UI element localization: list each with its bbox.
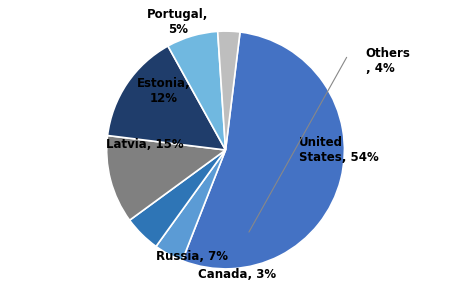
Text: Latvia, 15%: Latvia, 15% bbox=[106, 138, 183, 151]
Wedge shape bbox=[218, 31, 240, 150]
Text: Portugal,
5%: Portugal, 5% bbox=[147, 8, 209, 36]
Wedge shape bbox=[107, 46, 225, 150]
Wedge shape bbox=[156, 150, 225, 261]
Text: Canada, 3%: Canada, 3% bbox=[198, 268, 276, 281]
Wedge shape bbox=[182, 32, 344, 269]
Wedge shape bbox=[130, 150, 225, 246]
Text: Estonia,
12%: Estonia, 12% bbox=[137, 76, 191, 105]
Wedge shape bbox=[168, 32, 225, 150]
Text: Russia, 7%: Russia, 7% bbox=[156, 250, 228, 263]
Text: Others
, 4%: Others , 4% bbox=[366, 47, 411, 75]
Wedge shape bbox=[106, 136, 225, 220]
Text: United
States, 54%: United States, 54% bbox=[299, 136, 379, 164]
